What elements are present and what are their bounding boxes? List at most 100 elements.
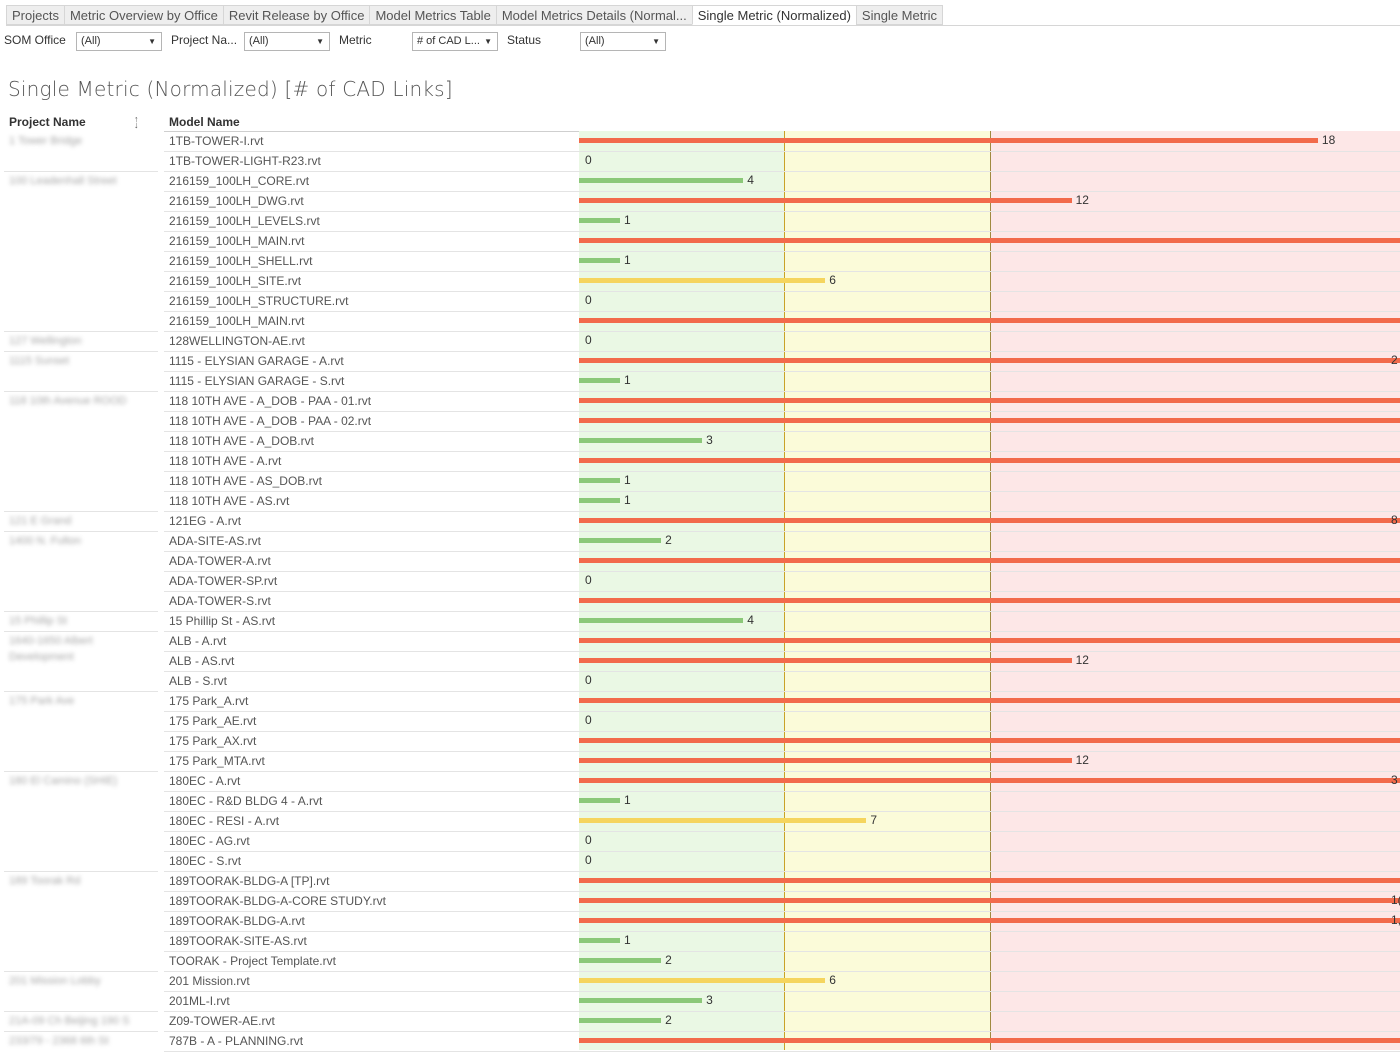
project-name-cell[interactable]: 175 Park Ave [9, 693, 157, 709]
bar[interactable] [579, 318, 1400, 323]
model-name-cell[interactable]: 216159_100LH_CORE.rvt [169, 174, 309, 188]
bar[interactable] [579, 418, 1400, 423]
model-name-cell[interactable]: 15 Phillip St - AS.rvt [169, 614, 275, 628]
model-name-cell[interactable]: 189TOORAK-BLDG-A.rvt [169, 914, 305, 928]
bar[interactable] [579, 558, 1400, 563]
bar[interactable] [579, 738, 1400, 743]
model-name-cell[interactable]: 118 10TH AVE - AS.rvt [169, 494, 289, 508]
bar[interactable] [579, 638, 1400, 643]
model-name-cell[interactable]: Z09-TOWER-AE.rvt [169, 1014, 275, 1028]
model-name-cell[interactable]: ADA-TOWER-S.rvt [169, 594, 271, 608]
model-name-cell[interactable]: ADA-TOWER-SP.rvt [169, 574, 277, 588]
bar[interactable] [579, 978, 825, 983]
model-name-cell[interactable]: 180EC - S.rvt [169, 854, 241, 868]
model-name-cell[interactable]: 118 10TH AVE - A_DOB - PAA - 01.rvt [169, 394, 371, 408]
project-name-cell[interactable]: 15 Phillip St [9, 613, 157, 629]
tab-model-metrics-details-normal[interactable]: Model Metrics Details (Normal... [496, 5, 692, 25]
bar[interactable] [579, 258, 620, 263]
project-name-cell[interactable]: 127 Wellington [9, 333, 157, 349]
project-name-cell[interactable]: 201 Mission Lobby [9, 973, 157, 989]
model-name-cell[interactable]: 189TOORAK-SITE-AS.rvt [169, 934, 307, 948]
bar[interactable] [579, 1038, 1400, 1043]
bar[interactable] [579, 238, 1400, 243]
model-name-cell[interactable]: 180EC - A.rvt [169, 774, 240, 788]
model-name-cell[interactable]: 216159_100LH_SITE.rvt [169, 274, 301, 288]
column-header-model-name[interactable]: Model Name [169, 115, 240, 129]
bar[interactable] [579, 498, 620, 503]
project-name-cell[interactable]: 1400 N. Fulton [9, 533, 157, 549]
bar[interactable] [579, 998, 702, 1003]
model-name-cell[interactable]: TOORAK - Project Template.rvt [169, 954, 336, 968]
bar[interactable] [579, 458, 1400, 463]
bar[interactable] [579, 778, 1400, 783]
model-name-cell[interactable]: 118 10TH AVE - A_DOB - PAA - 02.rvt [169, 414, 371, 428]
project-name-dropdown[interactable]: (All) ▼ [244, 32, 330, 51]
model-name-cell[interactable]: 201ML-I.rvt [169, 994, 230, 1008]
model-name-cell[interactable]: 175 Park_MTA.rvt [169, 754, 265, 768]
bar[interactable] [579, 658, 1072, 663]
project-name-cell[interactable]: 121 E Grand [9, 513, 157, 529]
model-name-cell[interactable]: 787B - A - PLANNING.rvt [169, 1034, 303, 1048]
bar[interactable] [579, 618, 743, 623]
tab-metric-overview-by-office[interactable]: Metric Overview by Office [64, 5, 223, 25]
bar[interactable] [579, 758, 1072, 763]
bar[interactable] [579, 478, 620, 483]
tab-revit-release-by-office[interactable]: Revit Release by Office [223, 5, 370, 25]
model-name-cell[interactable]: ALB - AS.rvt [169, 654, 234, 668]
model-name-cell[interactable]: 189TOORAK-BLDG-A [TP].rvt [169, 874, 330, 888]
project-name-cell[interactable]: 1115 Sunset [9, 353, 157, 369]
model-name-cell[interactable]: 216159_100LH_SHELL.rvt [169, 254, 312, 268]
model-name-cell[interactable]: 216159_100LH_MAIN.rvt [169, 314, 304, 328]
bar[interactable] [579, 218, 620, 223]
model-name-cell[interactable]: 1115 - ELYSIAN GARAGE - S.rvt [169, 374, 344, 388]
model-name-cell[interactable]: 1TB-TOWER-I.rvt [169, 134, 263, 148]
model-name-cell[interactable]: 118 10TH AVE - A_DOB.rvt [169, 434, 314, 448]
model-name-cell[interactable]: 216159_100LH_LEVELS.rvt [169, 214, 320, 228]
bar[interactable] [579, 378, 620, 383]
model-name-cell[interactable]: 121EG - A.rvt [169, 514, 241, 528]
bar[interactable] [579, 918, 1400, 923]
model-name-cell[interactable]: 180EC - AG.rvt [169, 834, 250, 848]
model-name-cell[interactable]: 180EC - R&D BLDG 4 - A.rvt [169, 794, 322, 808]
model-name-cell[interactable]: 175 Park_AE.rvt [169, 714, 256, 728]
model-name-cell[interactable]: 216159_100LH_STRUCTURE.rvt [169, 294, 348, 308]
bar[interactable] [579, 518, 1400, 523]
model-name-cell[interactable]: 118 10TH AVE - A.rvt [169, 454, 281, 468]
bar[interactable] [579, 178, 743, 183]
metric-dropdown[interactable]: # of CAD L... ▼ [412, 32, 498, 51]
project-name-cell[interactable]: 1 Tower Bridge [9, 133, 157, 149]
model-name-cell[interactable]: 189TOORAK-BLDG-A-CORE STUDY.rvt [169, 894, 386, 908]
project-name-cell[interactable]: 189 Toorak Rd [9, 873, 157, 889]
project-name-cell[interactable]: 1640-1650 Albert Development [9, 633, 157, 665]
som-office-dropdown[interactable]: (All) ▼ [76, 32, 162, 51]
bar[interactable] [579, 898, 1400, 903]
bar[interactable] [579, 358, 1400, 363]
bar[interactable] [579, 438, 702, 443]
status-dropdown[interactable]: (All) ▼ [580, 32, 666, 51]
model-name-cell[interactable]: ADA-SITE-AS.rvt [169, 534, 261, 548]
bar[interactable] [579, 798, 620, 803]
bar[interactable] [579, 278, 825, 283]
model-name-cell[interactable]: 180EC - RESI - A.rvt [169, 814, 279, 828]
bar[interactable] [579, 818, 866, 823]
model-name-cell[interactable]: 201 Mission.rvt [169, 974, 250, 988]
bar[interactable] [579, 1018, 661, 1023]
bar[interactable] [579, 698, 1400, 703]
project-name-cell[interactable]: 233/79 - 2368 6th St [9, 1033, 157, 1049]
tab-single-metric[interactable]: Single Metric [856, 5, 943, 25]
bar[interactable] [579, 138, 1318, 143]
project-name-cell[interactable]: 100 Leadenhall Street [9, 173, 157, 189]
tab-projects[interactable]: Projects [6, 5, 64, 25]
model-name-cell[interactable]: ALB - A.rvt [169, 634, 226, 648]
bar[interactable] [579, 398, 1400, 403]
model-name-cell[interactable]: 216159_100LH_MAIN.rvt [169, 234, 304, 248]
model-name-cell[interactable]: 216159_100LH_DWG.rvt [169, 194, 304, 208]
bar[interactable] [579, 958, 661, 963]
model-name-cell[interactable]: 128WELLINGTON-AE.rvt [169, 334, 305, 348]
bar[interactable] [579, 598, 1400, 603]
model-name-cell[interactable]: 118 10TH AVE - AS_DOB.rvt [169, 474, 322, 488]
project-name-cell[interactable]: 180 El Camino (SHIE) [9, 773, 157, 789]
bar[interactable] [579, 198, 1072, 203]
bar[interactable] [579, 538, 661, 543]
bar[interactable] [579, 938, 620, 943]
